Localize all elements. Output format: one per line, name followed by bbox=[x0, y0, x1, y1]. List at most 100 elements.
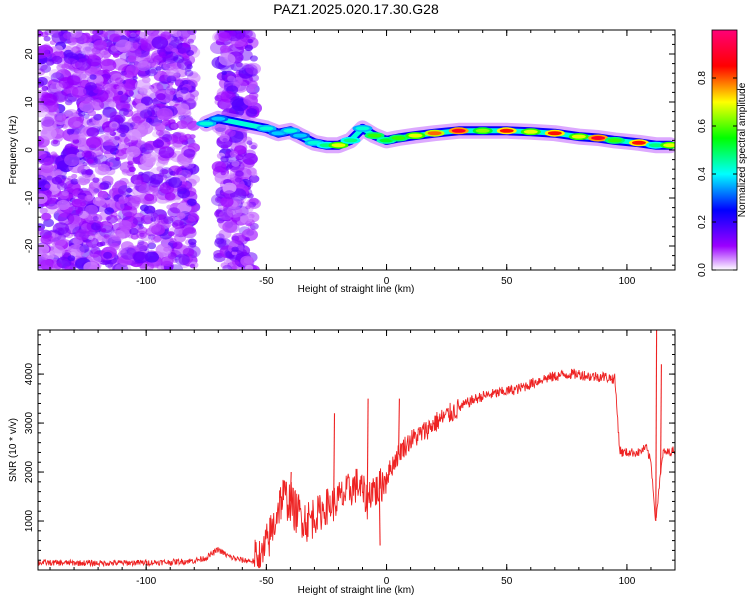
noise-blob bbox=[230, 96, 245, 108]
noise-blob bbox=[77, 164, 91, 176]
noise-blob bbox=[120, 252, 137, 265]
noise-blob bbox=[100, 228, 107, 233]
noise-blob bbox=[219, 45, 230, 53]
noise-blob bbox=[153, 227, 159, 232]
noise-blob bbox=[107, 198, 116, 205]
noise-blob bbox=[149, 68, 157, 74]
noise-blob bbox=[109, 121, 120, 130]
snr-x-tick-label: -100 bbox=[136, 576, 156, 587]
ridge-peak bbox=[391, 136, 406, 140]
noise-blob bbox=[49, 69, 62, 79]
spectrogram-x-tick-label: 50 bbox=[501, 276, 513, 287]
noise-blob bbox=[178, 254, 193, 266]
noise-blob bbox=[40, 127, 57, 140]
snr-y-tick-label: 1000 bbox=[24, 509, 35, 532]
noise-blob bbox=[85, 204, 98, 215]
noise-blob bbox=[168, 122, 179, 130]
noise-blob bbox=[50, 183, 60, 191]
spectrogram-heatmap bbox=[38, 30, 675, 270]
noise-blob bbox=[110, 211, 118, 218]
noise-blob bbox=[57, 212, 75, 226]
noise-blob bbox=[115, 77, 124, 84]
ridge-peak bbox=[607, 138, 622, 143]
noise-blob bbox=[161, 134, 173, 142]
snr-spike bbox=[398, 398, 400, 455]
noise-blob bbox=[219, 210, 232, 221]
noise-blob bbox=[162, 59, 177, 71]
noise-blob bbox=[115, 39, 132, 52]
spectrogram-y-tick-label: 0 bbox=[24, 147, 35, 153]
spectrogram-y-tick-label: -10 bbox=[24, 190, 35, 205]
noise-blob bbox=[137, 61, 151, 72]
noise-blob bbox=[231, 265, 238, 270]
ridge-peak bbox=[211, 116, 226, 121]
noise-blob bbox=[176, 212, 186, 220]
noise-blob bbox=[118, 108, 129, 116]
noise-blob bbox=[138, 184, 151, 195]
noise-blob bbox=[148, 240, 154, 245]
noise-blob bbox=[244, 44, 253, 52]
noise-blob bbox=[129, 227, 139, 235]
noise-blob bbox=[184, 69, 194, 77]
noise-blob bbox=[182, 227, 197, 239]
noise-blob bbox=[125, 79, 137, 88]
noise-blob bbox=[94, 50, 104, 58]
noise-blob bbox=[134, 179, 142, 186]
ridge-peak bbox=[571, 134, 586, 139]
noise-blob bbox=[86, 127, 100, 137]
noise-blob bbox=[125, 99, 134, 106]
ridge-peak bbox=[355, 126, 370, 131]
spectrogram-x-tick-label: 0 bbox=[384, 276, 390, 287]
noise-blob bbox=[164, 45, 174, 52]
noise-blob bbox=[182, 41, 191, 48]
noise-blob bbox=[137, 68, 151, 79]
noise-blob bbox=[249, 55, 258, 62]
noise-blob bbox=[40, 116, 55, 127]
noise-blob bbox=[92, 30, 99, 35]
noise-blob bbox=[75, 44, 82, 50]
noise-blob bbox=[135, 93, 143, 99]
noise-blob bbox=[172, 241, 183, 250]
noise-blob bbox=[126, 129, 141, 141]
noise-blob bbox=[155, 243, 172, 256]
noise-blob bbox=[172, 258, 178, 263]
noise-blob bbox=[222, 137, 228, 143]
noise-blob bbox=[54, 45, 63, 52]
noise-blob bbox=[136, 241, 149, 251]
noise-blob bbox=[176, 103, 190, 113]
noise-blob bbox=[218, 30, 234, 39]
noise-blob bbox=[248, 174, 260, 183]
ridge-peak bbox=[293, 133, 307, 138]
noise-blob bbox=[64, 153, 80, 167]
ridge-peak bbox=[427, 131, 442, 136]
noise-blob bbox=[188, 238, 197, 246]
noise-blob bbox=[114, 181, 127, 191]
noise-blob bbox=[187, 198, 197, 206]
noise-blob bbox=[243, 94, 258, 106]
noise-blob bbox=[229, 31, 237, 37]
noise-blob bbox=[77, 110, 86, 117]
noise-blob bbox=[155, 129, 164, 136]
noise-blob bbox=[73, 120, 82, 128]
noise-blob bbox=[86, 136, 102, 149]
noise-blob bbox=[188, 174, 201, 184]
snr-y-label: SNR (10 * v/v) bbox=[8, 418, 19, 482]
noise-blob bbox=[39, 259, 54, 270]
noise-blob bbox=[49, 30, 59, 35]
noise-blob bbox=[220, 196, 234, 208]
noise-blob bbox=[38, 62, 48, 71]
noise-blob bbox=[81, 150, 92, 158]
noise-blob bbox=[117, 58, 125, 65]
noise-blob bbox=[228, 172, 236, 178]
noise-blob bbox=[251, 171, 258, 177]
noise-blob bbox=[104, 90, 111, 95]
noise-blob bbox=[242, 136, 253, 144]
noise-blob bbox=[90, 222, 101, 231]
noise-blob bbox=[91, 47, 101, 55]
ridge-peak bbox=[591, 136, 606, 140]
noise-blob bbox=[89, 249, 101, 258]
noise-blob bbox=[53, 262, 63, 270]
noise-blob bbox=[51, 176, 63, 185]
noise-blob bbox=[72, 194, 89, 207]
noise-blob bbox=[64, 99, 73, 106]
